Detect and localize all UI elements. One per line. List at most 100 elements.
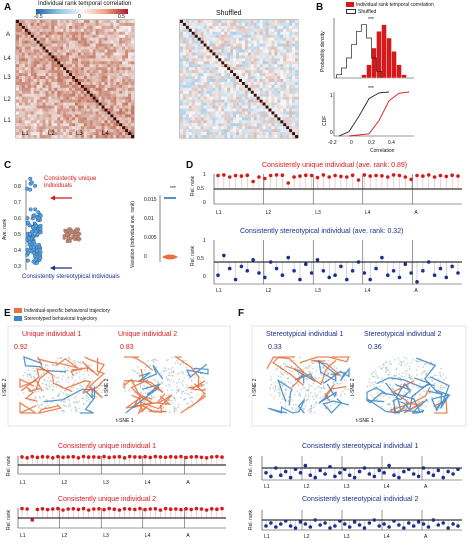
matrix-cell [128, 117, 132, 121]
matrix-cell [128, 49, 132, 53]
matrix-cell [265, 22, 269, 27]
matrix-cell [122, 46, 126, 50]
matrix-cell [271, 117, 275, 121]
e-tsne-2-background-point [167, 367, 170, 370]
matrix-cell [104, 31, 108, 35]
matrix-cell [30, 117, 34, 121]
matrix-cell [92, 108, 96, 112]
matrix-cell [253, 105, 257, 109]
matrix-cell [72, 61, 76, 65]
matrix-cell [16, 52, 20, 56]
e-tsne-2-background-point [183, 377, 186, 379]
matrix-cell [283, 129, 287, 133]
matrix-cell [233, 70, 237, 74]
matrix-cell [247, 31, 251, 35]
matrix-cell [209, 120, 213, 124]
matrix-cell [95, 61, 99, 65]
matrix-cell [116, 132, 120, 136]
matrix-cell [206, 37, 210, 41]
matrix-cell [206, 114, 210, 118]
e-rank2-point [184, 507, 188, 511]
matrix-cell [16, 84, 20, 89]
matrix-cell [203, 132, 207, 136]
matrix-cell [128, 34, 132, 38]
matrix-cell [36, 132, 40, 136]
matrix-cell [185, 99, 190, 103]
matrix-cell [188, 40, 192, 44]
matrix-cell [119, 132, 123, 136]
matrix-cell [57, 73, 61, 77]
matrix-cell [92, 55, 96, 59]
matrix-cell [256, 114, 260, 118]
e-tsne-2-background-point [146, 402, 148, 404]
matrix-cell [191, 43, 195, 47]
matrix-cell [271, 52, 275, 56]
matrix-cell [21, 76, 26, 80]
c-individual-point [31, 250, 36, 255]
f-tsne-1-background-point [325, 377, 327, 380]
matrix-cell [286, 129, 290, 133]
matrix-cell [54, 64, 58, 68]
matrix-cell [277, 111, 281, 115]
matrix-cell [182, 20, 187, 24]
e-tsne-1-background-point [35, 372, 38, 375]
matrix-cell [39, 31, 43, 35]
e-tsne-1-background-point [38, 405, 41, 407]
matrix-cell [75, 43, 79, 47]
d-top-point [403, 175, 408, 179]
matrix-cell [92, 37, 96, 41]
matrix-cell [292, 96, 296, 100]
matrix-cell [203, 84, 207, 89]
matrix-cell [268, 99, 272, 103]
matrix-cell [241, 114, 246, 118]
e-tsne-1-background-point [57, 357, 59, 360]
matrix-cell [200, 31, 204, 35]
matrix-cell [194, 99, 198, 103]
matrix-cell [286, 123, 290, 127]
matrix-cell [289, 129, 293, 133]
f-tsne-1-background-point [295, 403, 297, 406]
e-rank1-point [56, 454, 60, 459]
matrix-cell [30, 40, 34, 44]
matrix-cell [209, 25, 213, 30]
matrix-cell [191, 93, 195, 97]
matrix-cell [72, 52, 76, 56]
matrix-cell [265, 99, 269, 103]
matrix-cell [239, 93, 243, 97]
matrix-cell [215, 25, 219, 30]
matrix-cell [295, 99, 299, 103]
matrix-cell [250, 96, 254, 100]
matrix-cell [69, 46, 73, 50]
matrix-cell [18, 135, 23, 139]
matrix-cell [227, 73, 231, 77]
matrix-cell [16, 22, 20, 27]
matrix-cell [247, 76, 251, 80]
matrix-cell [295, 37, 299, 41]
matrix-cell [16, 67, 20, 71]
matrix-cell [230, 40, 234, 44]
matrix-cell [92, 61, 96, 65]
matrix-cell [125, 40, 129, 44]
f-tsne-1-background-point [309, 391, 312, 394]
matrix-cell [63, 73, 67, 77]
matrix-cell [122, 20, 126, 24]
matrix-cell [39, 58, 43, 62]
f-tsne-1-background-point [305, 378, 308, 381]
matrix-cell [286, 67, 290, 71]
matrix-cell [209, 135, 213, 139]
matrix-cell [227, 120, 231, 124]
matrix-cell [122, 70, 126, 74]
matrix-cell [110, 87, 114, 91]
matrix-cell [289, 135, 293, 139]
matrix-cell [119, 40, 123, 44]
matrix-cell [230, 96, 234, 100]
e-tsne-1-background-point [81, 397, 84, 400]
matrix-cell [259, 25, 263, 30]
matrix-cell [230, 52, 234, 56]
e-tsne-2-background-point [151, 359, 153, 362]
f-tsne-2-background-point [394, 376, 396, 379]
matrix-cell [101, 111, 105, 115]
f-tsne-1-background-point [292, 403, 295, 406]
matrix-cell [125, 31, 129, 35]
matrix-cell [277, 99, 281, 103]
